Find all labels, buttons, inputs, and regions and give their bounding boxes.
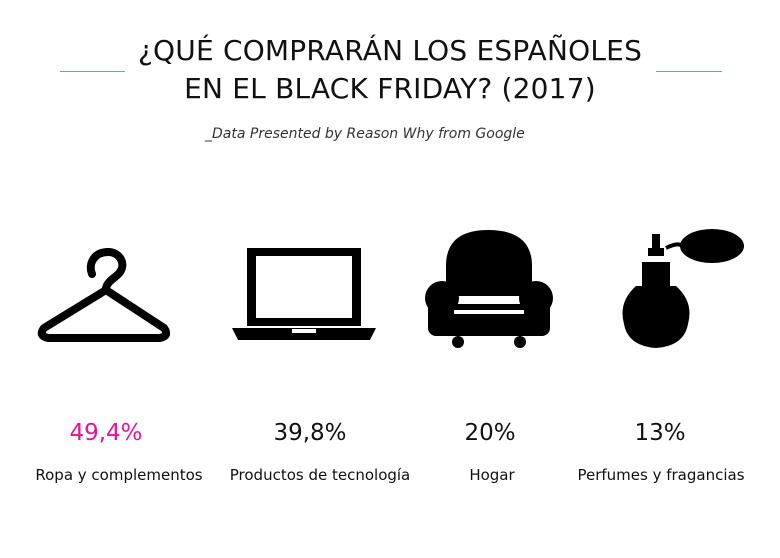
title-rule-right [656, 71, 722, 72]
hanger-icon [37, 247, 170, 342]
armchair-icon [425, 230, 553, 348]
label-hogar: Hogar [469, 466, 515, 484]
value-hogar: 20% [464, 420, 516, 446]
subtitle: _Data Presented by Reason Why from Googl… [205, 126, 525, 142]
perfume-icon [622, 229, 744, 348]
laptop-icon [232, 248, 376, 340]
title: ¿QUÉ COMPRARÁN LOS ESPAÑOLES EN EL BLACK… [0, 32, 780, 108]
label-perfumes: Perfumes y fragancias [577, 466, 745, 484]
value-ropa: 49,4% [69, 420, 143, 446]
value-perfumes: 13% [634, 420, 686, 446]
title-line-2: EN EL BLACK FRIDAY? (2017) [184, 72, 596, 105]
value-tecnologia: 39,8% [273, 420, 347, 446]
label-tecnologia: Productos de tecnología [229, 466, 411, 484]
label-ropa: Ropa y complementos [35, 466, 203, 484]
title-line-1: ¿QUÉ COMPRARÁN LOS ESPAÑOLES [137, 34, 643, 67]
title-rule-left [60, 71, 125, 72]
